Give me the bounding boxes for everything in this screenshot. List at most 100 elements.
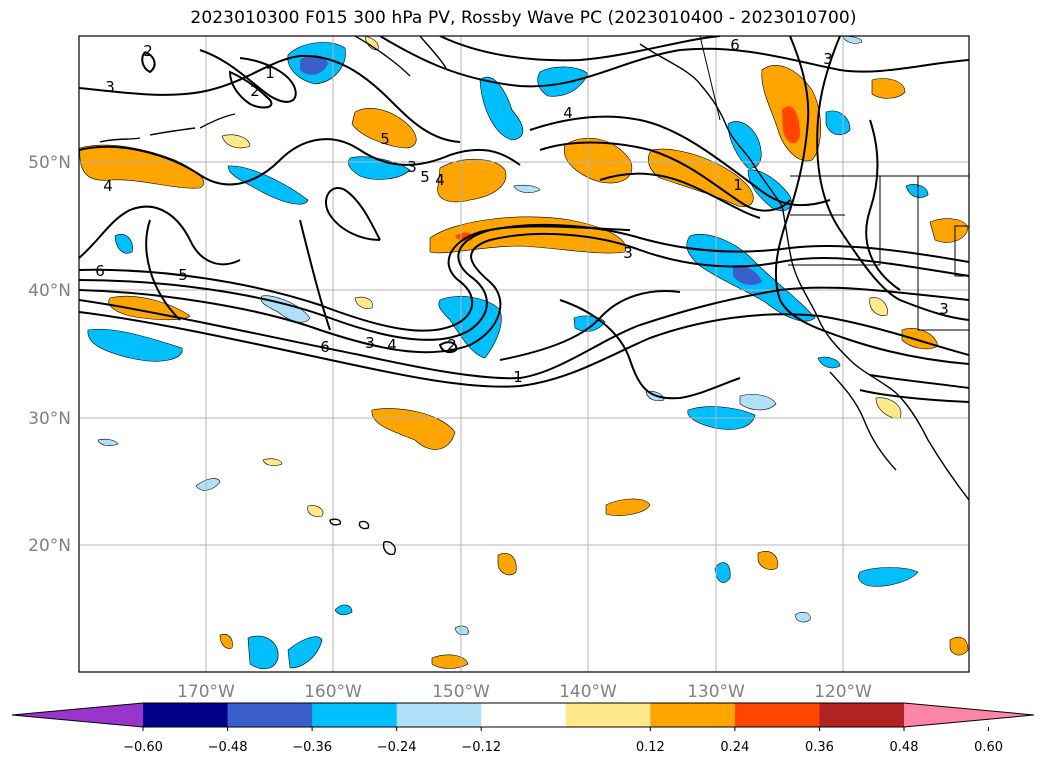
pv-contour (865, 119, 901, 291)
contour-value-label: 3 (623, 244, 633, 262)
colorbar-tick-label: 0.24 (720, 740, 749, 755)
weak-negative-anomaly (195, 478, 221, 491)
aleutian-islands (99, 113, 236, 143)
pv-contour (438, 341, 458, 354)
contour-value-label: 2 (447, 336, 457, 354)
positive-anomaly (929, 218, 969, 243)
positive-anomaly (871, 78, 906, 99)
contour-value-label: 5 (178, 266, 188, 284)
weak-positive-anomaly (354, 296, 373, 309)
pv-contour (199, 49, 297, 103)
positive-anomaly (371, 408, 456, 450)
negative-anomaly (537, 66, 589, 97)
political-boundaries (699, 36, 969, 331)
contour-value-label: 1 (513, 368, 523, 386)
pv-contour (816, 36, 969, 321)
colorbar-tick-label: 0.48 (890, 740, 919, 755)
contour-value-label: 6 (320, 338, 330, 356)
positive-anomaly-core (782, 106, 800, 144)
figure-title: 2023010300 F015 300 hPa PV, Rossby Wave … (190, 8, 857, 28)
positive-anomaly (219, 633, 233, 649)
pv-contour (499, 290, 681, 361)
colorbar-segment (143, 703, 229, 727)
pv-contour (79, 232, 969, 354)
pv-contour (228, 70, 273, 109)
contour-value-label: 6 (730, 36, 740, 54)
contour-value-label: 4 (387, 336, 397, 354)
contour-value-label: 1 (733, 176, 743, 194)
latitude-labels: 50°N 40°N 30°N 20°N (28, 153, 71, 556)
weak-negative-anomaly (513, 184, 541, 193)
island-outline (329, 518, 396, 556)
contour-value-label: 4 (103, 177, 113, 195)
negative-anomaly (905, 184, 929, 198)
colorbar: −0.60 −0.48 −0.36 −0.24 −0.12 0.12 0.24 0.36 0.4… (11, 702, 1035, 755)
negative-anomaly (714, 562, 731, 583)
contour-value-label: 3 (365, 334, 375, 352)
colorbar-segment (227, 703, 313, 727)
colorbar-segment (312, 703, 398, 727)
pv-contour (145, 219, 181, 321)
pv-contour (774, 36, 969, 365)
colorbar-tick-label: 0.36 (805, 740, 834, 755)
pv-contour (79, 286, 969, 380)
colorbar-tick-label: −0.12 (461, 740, 501, 755)
map-frame (78, 35, 970, 673)
positive-anomaly (351, 108, 417, 149)
contour-value-label: 2 (143, 42, 153, 60)
negative-anomaly-core (300, 55, 328, 75)
colorbar-min-extension (12, 703, 143, 727)
contour-value-label: 5 (420, 168, 430, 186)
colorbar-segment (396, 703, 482, 727)
positive-anomaly (949, 636, 969, 656)
longitude-label: 150°W (432, 682, 490, 702)
weak-positive-anomaly (869, 297, 888, 316)
contour-value-label: 1 (265, 64, 275, 82)
positive-anomaly (563, 138, 633, 184)
latitude-label: 20°N (28, 536, 71, 556)
weak-positive-anomaly (221, 134, 251, 149)
pv-contour (325, 187, 381, 241)
pv-contour (79, 138, 521, 186)
pv-contour (79, 311, 969, 388)
negative-anomaly (727, 121, 762, 169)
longitude-label: 130°W (687, 682, 745, 702)
colorbar-tick-label: 0.12 (636, 740, 665, 755)
alaska-canada-border (699, 36, 721, 121)
positive-anomaly (605, 498, 651, 516)
negative-anomaly (287, 636, 323, 669)
longitude-labels: 170°W 160°W 150°W 140°W 130°W 120°W (177, 682, 872, 702)
pv-contour (599, 172, 761, 219)
longitude-label: 140°W (559, 682, 617, 702)
state-border (788, 176, 969, 331)
colorbar-segment (650, 703, 736, 727)
colorbar-tick-label: 0.60 (974, 740, 1003, 755)
negative-anomaly-core (733, 265, 762, 285)
weak-positive-anomaly (307, 505, 324, 517)
negative-anomaly (114, 233, 133, 254)
longitude-label: 170°W (177, 682, 235, 702)
colorbar-max-extension (904, 703, 1034, 727)
contour-value-label: 4 (563, 104, 573, 122)
pv-contour (869, 374, 969, 389)
positive-anomaly (79, 144, 205, 189)
latitude-label: 50°N (28, 153, 71, 173)
contour-value-label: 3 (407, 158, 417, 176)
baja-coastline (829, 371, 897, 471)
pv-contour (299, 219, 331, 331)
pv-contour (79, 205, 241, 266)
colorbar-segment (481, 703, 567, 727)
pv-contour (859, 389, 969, 403)
lat-lon-gridlines (79, 36, 969, 672)
weak-negative-anomaly (739, 394, 777, 411)
colorbar-tick-label: −0.24 (377, 740, 417, 755)
pv-contour (79, 54, 461, 143)
contour-value-label: 3 (823, 50, 833, 68)
colorbar-segment (819, 703, 905, 727)
positive-anomaly (757, 551, 778, 570)
contour-value-label: 3 (939, 300, 949, 318)
